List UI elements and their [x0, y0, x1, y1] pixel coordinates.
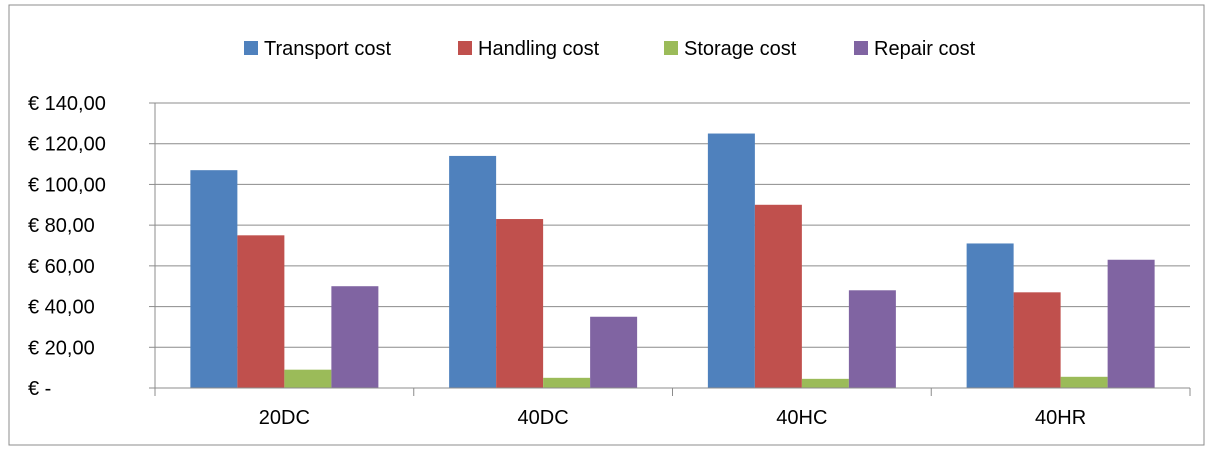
bar-transport-cost-40hr — [966, 243, 1014, 388]
legend-label: Storage cost — [684, 38, 797, 60]
legend-swatch — [244, 41, 258, 55]
bar-repair-cost-40hc — [848, 290, 896, 388]
legend-swatch — [854, 41, 868, 55]
y-tick-label: € 40,00 — [28, 297, 95, 319]
y-axis-tick-labels: € - € 20,00 € 40,00 € 60,00 € 80,00 € 100,00 €… — [28, 93, 106, 400]
bar-storage-cost-40hc — [801, 378, 849, 388]
bar-repair-cost-40hr — [1107, 259, 1155, 388]
bar-handling-cost-40hc — [754, 204, 802, 388]
x-category-label: 20DC — [259, 407, 310, 429]
y-tick-label: € 140,00 — [28, 93, 106, 115]
x-category-label: 40HC — [776, 407, 827, 429]
bar-handling-cost-40hr — [1013, 292, 1061, 388]
bar-transport-cost-40dc — [449, 155, 497, 388]
axes — [149, 102, 1191, 396]
y-tick-label: € - — [28, 378, 51, 400]
bars — [190, 133, 1155, 388]
legend-label: Repair cost — [874, 38, 976, 60]
bar-repair-cost-20dc — [331, 286, 379, 388]
y-tick-label: € 100,00 — [28, 174, 106, 196]
legend-swatch — [664, 41, 678, 55]
y-tick-label: € 80,00 — [28, 215, 95, 237]
legend-label: Transport cost — [264, 38, 392, 60]
legend-swatch — [458, 41, 472, 55]
bar-handling-cost-40dc — [496, 219, 544, 388]
bar-transport-cost-20dc — [190, 170, 238, 388]
y-tick-label: € 120,00 — [28, 134, 106, 156]
y-tick-label: € 20,00 — [28, 337, 95, 359]
bar-handling-cost-20dc — [237, 235, 285, 388]
x-category-label: 40DC — [518, 407, 569, 429]
bar-storage-cost-40dc — [543, 377, 591, 388]
bar-storage-cost-40hr — [1060, 376, 1108, 388]
x-category-label: 40HR — [1035, 407, 1086, 429]
bar-storage-cost-20dc — [284, 369, 332, 388]
legend: Transport cost Handling cost Storage cost R… — [244, 38, 976, 60]
bar-transport-cost-40hc — [707, 133, 755, 388]
x-axis-category-labels: 20DC 40DC 40HC 40HR — [259, 407, 1086, 429]
y-tick-label: € 60,00 — [28, 256, 95, 278]
bar-repair-cost-40dc — [590, 316, 638, 388]
legend-label: Handling cost — [478, 38, 600, 60]
